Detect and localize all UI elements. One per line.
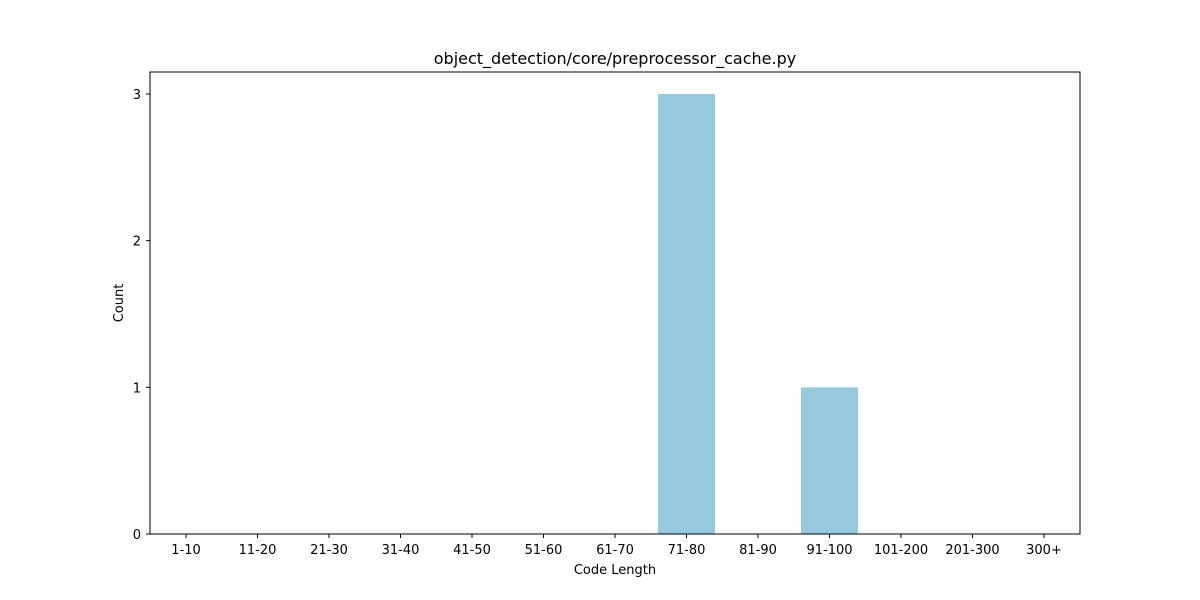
- x-tick-label: 201-300: [945, 543, 999, 558]
- x-axis-label: Code Length: [574, 563, 656, 578]
- x-tick-label: 101-200: [874, 543, 928, 558]
- x-tick-label: 300+: [1026, 543, 1062, 558]
- y-tick-label: 1: [133, 381, 141, 396]
- x-tick-label: 21-30: [310, 543, 348, 558]
- y-axis-label: Count: [112, 284, 127, 323]
- x-tick-label: 91-100: [806, 543, 852, 558]
- x-tick-label: 31-40: [382, 543, 420, 558]
- x-tick-label: 71-80: [668, 543, 706, 558]
- x-axis-ticks: 1-10 11-20 21-30 31-40 41-50 51-60 61-70 71-80 8…: [171, 534, 1062, 558]
- x-tick-label: 61-70: [596, 543, 634, 558]
- y-tick-label: 3: [133, 88, 141, 103]
- plot-frame: [149, 71, 1081, 535]
- bar-71-80: [658, 94, 715, 534]
- x-tick-label: 41-50: [453, 543, 491, 558]
- y-axis-ticks: 0 1 2 3: [133, 88, 150, 543]
- x-tick-label: 81-90: [739, 543, 777, 558]
- y-tick-label: 2: [133, 235, 141, 250]
- bar-91-100: [801, 387, 858, 534]
- x-tick-label: 51-60: [525, 543, 563, 558]
- x-tick-label: 1-10: [171, 543, 201, 558]
- y-tick-label: 0: [133, 528, 141, 543]
- chart-title: object_detection/core/preprocessor_cache…: [434, 49, 796, 69]
- bars-group: [658, 94, 858, 534]
- x-tick-label: 11-20: [239, 543, 277, 558]
